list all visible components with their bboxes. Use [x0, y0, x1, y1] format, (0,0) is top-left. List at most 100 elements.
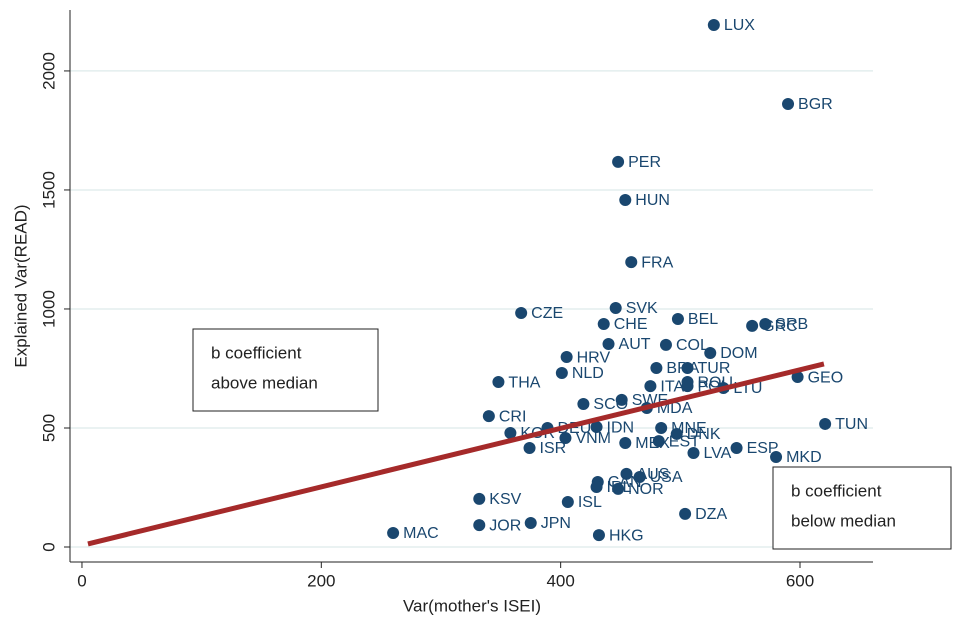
point-label: USA: [650, 469, 683, 486]
point-label: GEO: [808, 369, 844, 386]
point: [620, 467, 633, 480]
point: [819, 417, 832, 430]
point-label: MAC: [403, 525, 439, 542]
point: [612, 155, 625, 168]
y-tick-label: 1500: [39, 171, 58, 209]
point: [492, 376, 505, 389]
point-label: AUT: [619, 336, 651, 353]
x-tick-label: 200: [307, 571, 335, 590]
point: [679, 507, 692, 520]
point: [707, 18, 720, 31]
point: [730, 441, 743, 454]
y-axis-label: Explained Var(READ): [11, 204, 30, 367]
point-label: ISL: [578, 494, 602, 511]
annotation-box: [772, 466, 952, 550]
point-label: TUR: [698, 360, 731, 377]
point-label: NOR: [628, 481, 664, 498]
point: [590, 481, 603, 494]
point-label: HRV: [577, 349, 611, 366]
x-tick-label: 600: [786, 571, 814, 590]
point: [609, 302, 622, 315]
point: [612, 482, 625, 495]
point-label: CHE: [614, 316, 648, 333]
point: [619, 193, 632, 206]
x-tick-label: 400: [546, 571, 574, 590]
point-label: KSV: [489, 491, 521, 508]
point-label: COL: [676, 337, 709, 354]
point-label: BEL: [688, 311, 718, 328]
point-label: DZA: [695, 506, 727, 523]
point: [619, 436, 632, 449]
point-label: ESP: [747, 440, 779, 457]
point: [644, 380, 657, 393]
point-label: SVK: [626, 300, 658, 317]
point-label: SRB: [775, 316, 808, 333]
point-label: SCO: [593, 396, 628, 413]
point: [791, 371, 804, 384]
annotation-text: above median: [211, 373, 318, 392]
point: [473, 519, 486, 532]
annotation-box: [192, 328, 379, 412]
point: [560, 351, 573, 364]
point: [681, 376, 694, 389]
point: [577, 397, 590, 410]
y-tick-label: 0: [39, 542, 58, 551]
point-label: CZE: [531, 305, 563, 322]
point-label: MKD: [786, 449, 822, 466]
point-label: THA: [508, 374, 540, 391]
point-label: NLD: [572, 365, 604, 382]
point: [515, 307, 528, 320]
point: [504, 426, 517, 439]
point: [555, 367, 568, 380]
point: [659, 338, 672, 351]
point-label: HUN: [635, 192, 670, 209]
y-tick-label: 1000: [39, 290, 58, 328]
point: [602, 337, 615, 350]
point-label: DOM: [720, 345, 757, 362]
point: [782, 98, 795, 111]
annotation-text: b coefficient: [211, 343, 302, 362]
point-label: VNM: [575, 430, 611, 447]
point: [704, 347, 717, 360]
point: [387, 526, 400, 539]
annotation-text: below median: [791, 511, 896, 530]
annotation-text: b coefficient: [791, 481, 882, 500]
point: [597, 317, 610, 330]
point-label: LUX: [724, 17, 755, 34]
point: [687, 446, 700, 459]
point-label: IDN: [607, 419, 635, 436]
point: [559, 431, 572, 444]
point-label: JOR: [489, 517, 521, 534]
point-label: MEX: [635, 435, 670, 452]
point-label: ISR: [540, 440, 567, 457]
point: [652, 435, 665, 448]
point: [524, 516, 537, 529]
point: [473, 492, 486, 505]
y-tick-label: 500: [39, 414, 58, 442]
point-label: TUN: [835, 416, 868, 433]
y-tick-label: 2000: [39, 52, 58, 90]
point-label: FRA: [641, 254, 673, 271]
point-label: HKG: [609, 527, 644, 544]
fit-line: [87, 361, 825, 547]
point: [561, 496, 574, 509]
point: [633, 471, 646, 484]
point: [482, 410, 495, 423]
point: [590, 421, 603, 434]
point-label: ITA: [660, 378, 684, 395]
point: [625, 256, 638, 269]
point: [655, 421, 668, 434]
point: [615, 393, 628, 406]
point-label: CRI: [499, 408, 527, 425]
point-label: DNK: [687, 426, 721, 443]
point-label: LVA: [703, 445, 731, 462]
point-label: EST: [669, 433, 700, 450]
point: [592, 529, 605, 542]
point: [650, 362, 663, 375]
point: [759, 317, 772, 330]
point-label: JPN: [541, 515, 571, 532]
point: [770, 451, 783, 464]
point-label: PER: [628, 154, 661, 171]
x-axis-label: Var(mother's ISEI): [403, 596, 541, 615]
